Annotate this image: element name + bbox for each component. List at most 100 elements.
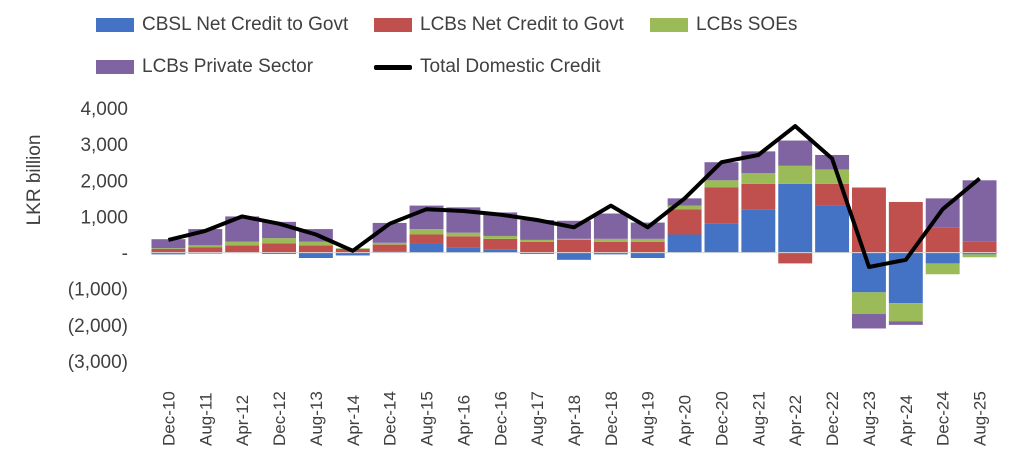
x-tick-label: Aug-19 [639, 391, 658, 446]
bar-segment [630, 252, 665, 258]
x-tick-label: Aug-11 [196, 392, 215, 446]
y-tick-label: 3,000 [80, 135, 128, 156]
legend-item-private: LCBs Private Sector [96, 56, 313, 78]
y-tick-label: (1,000) [68, 280, 128, 301]
bar-segment [667, 209, 702, 235]
bar-segment [962, 241, 997, 253]
bar-segment [225, 241, 260, 246]
legend-item-total: Total Domestic Credit [374, 56, 601, 78]
bar-segment [630, 222, 665, 239]
bar-segment [225, 245, 260, 253]
bar-segment [630, 241, 665, 253]
x-tick-label: Aug-15 [418, 391, 437, 446]
bar-segment [557, 239, 591, 253]
bar-segment [704, 162, 739, 181]
bar-segment [704, 223, 739, 253]
bar-segment [483, 212, 518, 236]
bar-segment [298, 252, 333, 258]
x-tick-label: Dec-20 [712, 391, 731, 446]
bar-segment [815, 169, 850, 184]
bar-segment [335, 252, 370, 256]
legend-item-cbsl: CBSL Net Credit to Govt [96, 14, 348, 36]
bar-segment [483, 249, 518, 253]
bar-segment [188, 247, 223, 253]
x-tick-label: Aug-21 [749, 391, 768, 446]
x-tick-label: Dec-24 [934, 391, 953, 446]
bar-segment [483, 235, 518, 239]
x-tick-label: Aug-17 [528, 391, 547, 446]
x-tick-label: Apr-16 [454, 395, 473, 446]
legend-label-private: LCBs Private Sector [142, 56, 314, 77]
y-tick-label: (2,000) [68, 316, 128, 337]
legend-label-lcbs-govt: LCBs Net Credit to Govt [420, 14, 624, 35]
bar-segment [888, 321, 923, 325]
x-tick-label: Apr-12 [233, 395, 252, 446]
x-tick-label: Aug-13 [307, 391, 326, 446]
bar-segment [593, 241, 628, 253]
x-axis-ticks: Dec-10 Aug-11 Apr-12 Dec-12 Aug-13 Apr-14 Dec-… [159, 391, 989, 446]
bar-segment [704, 180, 739, 188]
bar-segment [851, 187, 886, 253]
bar-segment [925, 252, 960, 264]
bar-segment [446, 236, 481, 248]
stacked-bars [151, 140, 997, 329]
series-line-total [167, 124, 981, 269]
bar-segment [593, 252, 628, 255]
y-tick-label: 1,000 [80, 207, 128, 228]
legend-label-cbsl: CBSL Net Credit to Govt [142, 14, 349, 35]
bar-segment [557, 252, 591, 260]
bar-segment [778, 140, 813, 166]
bar-segment [667, 234, 702, 253]
x-tick-label: Apr-22 [786, 395, 805, 446]
bar-segment [409, 243, 444, 253]
bar-segment [630, 238, 665, 242]
bar-segment [188, 245, 223, 248]
legend-swatch-cbsl [96, 18, 134, 32]
bar-segment [151, 252, 186, 255]
y-tick-label: 4,000 [80, 99, 128, 120]
y-axis-label: LKR billion [24, 135, 45, 226]
bar-segment [778, 252, 813, 264]
legend-item-soes: LCBs SOEs [650, 14, 797, 36]
x-tick-label: Dec-18 [602, 391, 621, 446]
bar-segment [557, 238, 591, 240]
x-tick-label: Apr-20 [676, 395, 695, 446]
bar-segment [188, 252, 223, 254]
chart-legend: CBSL Net Credit to Govt LCBs Net Credit … [0, 0, 1014, 90]
y-tick-label: (3,000) [68, 352, 128, 373]
bar-segment [851, 314, 886, 329]
bar-segment [151, 239, 186, 249]
legend-label-soes: LCBs SOEs [696, 14, 798, 35]
bar-segment [925, 227, 960, 253]
x-tick-label: Apr-24 [897, 395, 916, 446]
bar-segment [298, 245, 333, 253]
x-tick-label: Dec-10 [159, 391, 178, 446]
bar-segment [446, 247, 481, 253]
x-tick-label: Dec-14 [381, 391, 400, 446]
x-tick-label: Dec-22 [823, 391, 842, 446]
bar-segment [888, 303, 923, 322]
bar-segment [593, 238, 628, 242]
bar-segment [262, 252, 297, 255]
bar-segment [151, 248, 186, 253]
x-tick-label: Dec-12 [270, 391, 289, 446]
legend-swatch-soes [650, 18, 688, 32]
bar-segment [446, 232, 481, 237]
legend-swatch-lcbs-govt [374, 18, 412, 32]
legend-item-lcbs-govt: LCBs Net Credit to Govt [374, 14, 624, 36]
bar-segment [520, 241, 555, 253]
bar-segment [962, 252, 997, 255]
y-axis-ticks: 4,000 3,000 2,000 1,000 - (1,000) (2,000) (3,00… [68, 99, 128, 373]
bar-segment [262, 238, 297, 244]
bar-segment [409, 229, 444, 235]
bar-segment [483, 238, 518, 250]
bar-segment [372, 242, 407, 245]
y-tick-label: 2,000 [80, 171, 128, 192]
bar-segment [851, 252, 886, 293]
bar-segment [593, 213, 628, 239]
bar-segment [298, 241, 333, 246]
x-tick-label: Aug-25 [971, 391, 990, 446]
bar-segment [815, 205, 850, 253]
bar-segment [151, 248, 186, 249]
legend-swatch-private [96, 60, 134, 74]
